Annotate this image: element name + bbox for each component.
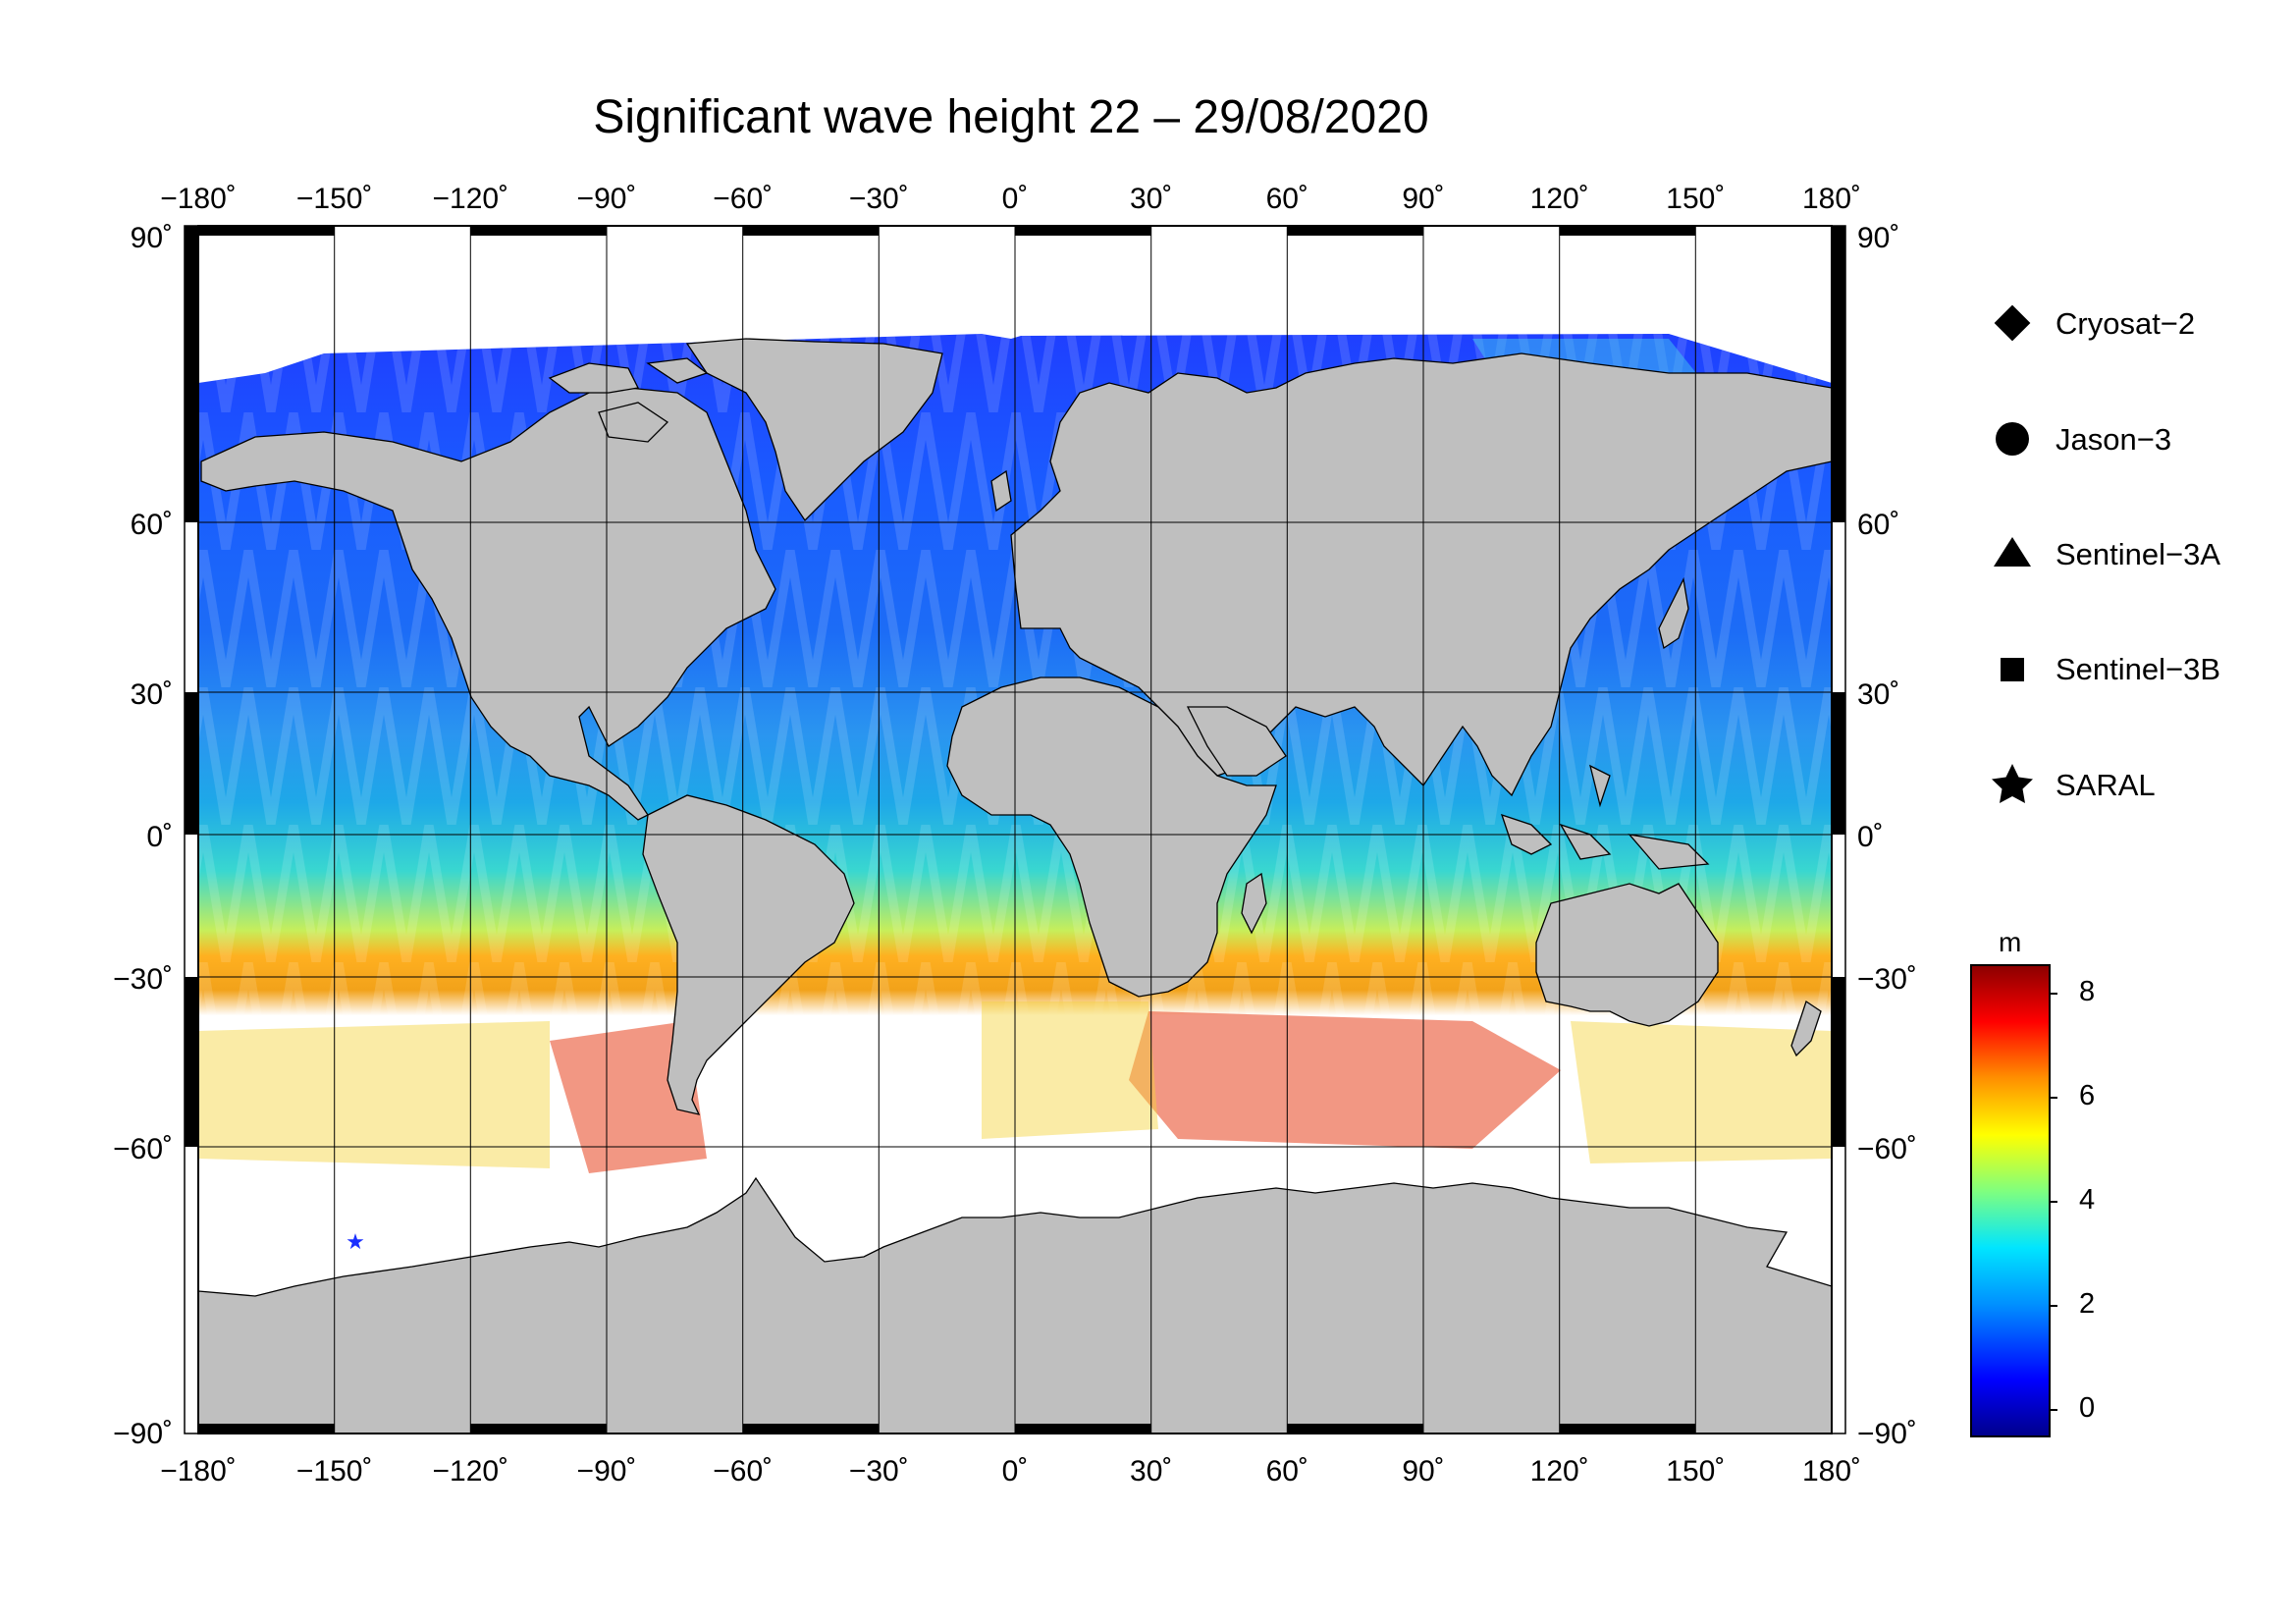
lon-tick: −150˚ [296, 183, 373, 215]
legend-label-jason: Jason−3 [2056, 422, 2172, 457]
lat-tick: 90˚ [1857, 222, 1899, 254]
saral-star-marker: ★ [346, 1229, 365, 1254]
legend-label-sentinel-3a: Sentinel−3A [2056, 537, 2221, 571]
circle-marker-icon [1996, 422, 2029, 456]
lon-tick: 90˚ [1402, 183, 1444, 215]
lon-tick: 180˚ [1802, 1455, 1861, 1488]
lat-tick: −60˚ [1857, 1133, 1917, 1165]
star-marker-icon [1992, 764, 2033, 803]
legend-label-cryosat: Cryosat−2 [2056, 306, 2196, 341]
lat-tick: 30˚ [131, 678, 173, 711]
colorbar-label: 0 [2079, 1392, 2096, 1424]
lon-ticks-top: −180˚ −150˚ −120˚ −90˚ −60˚ −30˚ 0˚ 30˚ … [160, 183, 1861, 215]
legend-label-saral: SARAL [2056, 768, 2156, 802]
lon-tick: −60˚ [713, 1455, 773, 1488]
lon-tick: −120˚ [433, 1455, 509, 1488]
triangle-marker-icon [1994, 537, 2031, 567]
lon-tick: 120˚ [1530, 183, 1589, 215]
lon-tick: −150˚ [296, 1455, 373, 1488]
diamond-marker-icon [1994, 304, 2031, 342]
lat-tick: −30˚ [113, 963, 173, 996]
southern-ocean-high-waves [550, 1011, 1561, 1173]
lon-tick: 90˚ [1402, 1455, 1444, 1488]
lon-tick: 150˚ [1666, 1455, 1725, 1488]
graticule [198, 226, 1832, 1434]
lat-tick: −90˚ [1857, 1418, 1917, 1450]
colorbar [1970, 964, 2057, 1437]
lat-tick: −90˚ [113, 1418, 173, 1450]
map-frame [184, 225, 1846, 1434]
square-marker-icon [2001, 658, 2024, 681]
lon-tick: 60˚ [1266, 183, 1308, 215]
lat-tick: 60˚ [131, 509, 173, 541]
land-arabia [1186, 706, 1287, 777]
lon-tick: −60˚ [713, 183, 773, 215]
lat-ticks-right: 90˚ 60˚ 30˚ 0˚ −30˚ −60˚ −90˚ [1857, 222, 1917, 1450]
lon-tick: 180˚ [1802, 183, 1861, 215]
lon-ticks-bottom: −180˚ −150˚ −120˚ −90˚ −60˚ −30˚ 0˚ 30˚ … [160, 1455, 1861, 1488]
lon-tick: 0˚ [1002, 1455, 1029, 1488]
lon-tick: −180˚ [160, 183, 237, 215]
land-japan [1658, 576, 1689, 650]
lon-tick: −120˚ [433, 183, 509, 215]
land-madagascar [1241, 872, 1267, 935]
lat-ticks-left: 90˚ 60˚ 30˚ 0˚ −30˚ −60˚ −90˚ [113, 222, 173, 1450]
colorbar-label: 6 [2079, 1080, 2096, 1111]
legend-label-sentinel-3b: Sentinel−3B [2056, 652, 2221, 686]
colorbar-ticks [2050, 993, 2057, 1411]
land-uk [990, 469, 1012, 513]
lat-tick: 90˚ [131, 222, 173, 254]
colorbar-label: 4 [2079, 1184, 2096, 1216]
lon-tick: 60˚ [1266, 1455, 1308, 1488]
lat-tick: −60˚ [113, 1133, 173, 1165]
lat-tick: 0˚ [146, 821, 173, 853]
land-new-zealand [1790, 1000, 1822, 1057]
colorbar-label: 8 [2079, 976, 2096, 1007]
land-africa [946, 676, 1277, 998]
land-indonesia [1500, 764, 1710, 870]
legend-markers [1992, 304, 2033, 803]
lon-tick: −30˚ [849, 183, 909, 215]
land-australia [1535, 883, 1719, 1027]
lon-tick: −90˚ [577, 183, 637, 215]
lon-tick: −30˚ [849, 1455, 909, 1488]
colorbar-label: 2 [2079, 1288, 2096, 1320]
lon-tick: 0˚ [1002, 183, 1029, 215]
colorbar-unit-label: m [1999, 927, 2022, 957]
lat-tick: 30˚ [1857, 678, 1899, 711]
lat-tick: 60˚ [1857, 509, 1899, 541]
lon-tick: −180˚ [160, 1455, 237, 1488]
colorbar-ramp [1970, 964, 2051, 1437]
lon-tick: 30˚ [1130, 1455, 1172, 1488]
chart-title: Significant wave height 22 – 29/08/2020 [593, 91, 1429, 143]
lat-tick: −30˚ [1857, 963, 1917, 996]
lon-tick: 30˚ [1130, 183, 1172, 215]
lon-tick: 120˚ [1530, 1455, 1589, 1488]
land-south-america [642, 794, 855, 1115]
lon-tick: −90˚ [577, 1455, 637, 1488]
lat-tick: 0˚ [1857, 821, 1884, 853]
lon-tick: 150˚ [1666, 183, 1725, 215]
